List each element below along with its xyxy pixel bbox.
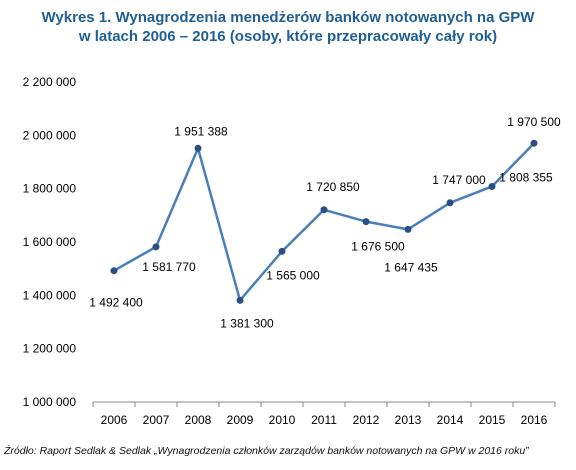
data-point bbox=[236, 296, 244, 304]
series-line bbox=[113, 142, 535, 302]
x-tick-label: 2006 bbox=[101, 413, 128, 427]
data-label: 1 747 000 bbox=[432, 173, 486, 187]
data-point bbox=[320, 206, 328, 214]
data-point bbox=[152, 243, 160, 251]
chart-title-line-2: w latach 2006 – 2016 (osoby, które przep… bbox=[78, 28, 498, 45]
data-point bbox=[110, 267, 118, 275]
y-tick-label: 2 200 000 bbox=[23, 75, 77, 89]
y-tick-label: 2 000 000 bbox=[23, 128, 77, 142]
source-note: Źródło: Raport Sedlak & Sedlak „Wynagrod… bbox=[4, 445, 529, 457]
x-tick-label: 2012 bbox=[353, 413, 380, 427]
data-label: 1 381 300 bbox=[220, 316, 274, 330]
x-tick-label: 2010 bbox=[269, 413, 296, 427]
x-tick-label: 2015 bbox=[479, 413, 506, 427]
chart-title-line-1: Wykres 1. Wynagrodzenia menedżerów bankó… bbox=[41, 9, 535, 26]
x-tick-label: 2011 bbox=[311, 413, 337, 427]
x-tick-label: 2007 bbox=[143, 413, 170, 427]
x-tick-label: 2009 bbox=[227, 413, 254, 427]
data-label: 1 951 388 bbox=[174, 124, 228, 138]
data-point bbox=[404, 225, 412, 233]
y-tick-label: 1 800 000 bbox=[23, 182, 77, 196]
data-point bbox=[446, 199, 454, 207]
data-point bbox=[278, 247, 286, 255]
data-label: 1 492 400 bbox=[89, 296, 143, 310]
x-tick-label: 2008 bbox=[185, 413, 212, 427]
x-tick-label: 2013 bbox=[395, 413, 422, 427]
chart-title: Wykres 1. Wynagrodzenia menedżerów bankó… bbox=[0, 8, 576, 46]
data-label: 1 676 500 bbox=[351, 240, 405, 254]
data-point bbox=[530, 139, 538, 147]
data-label: 1 720 850 bbox=[306, 180, 360, 194]
data-point bbox=[488, 182, 496, 190]
y-tick-label: 1 400 000 bbox=[23, 288, 77, 302]
data-label: 1 808 355 bbox=[499, 170, 553, 184]
data-label: 1 565 000 bbox=[266, 268, 320, 282]
y-tick-label: 1 000 000 bbox=[23, 395, 77, 409]
x-tick-label: 2016 bbox=[521, 413, 548, 427]
y-tick-label: 1 200 000 bbox=[23, 342, 77, 356]
x-tick-label: 2014 bbox=[437, 413, 464, 427]
y-tick-label: 1 600 000 bbox=[23, 235, 77, 249]
data-label: 1 581 770 bbox=[142, 260, 196, 274]
data-point bbox=[362, 218, 370, 226]
data-label: 1 970 500 bbox=[507, 115, 561, 129]
data-label: 1 647 435 bbox=[384, 260, 438, 274]
data-point bbox=[194, 144, 202, 152]
